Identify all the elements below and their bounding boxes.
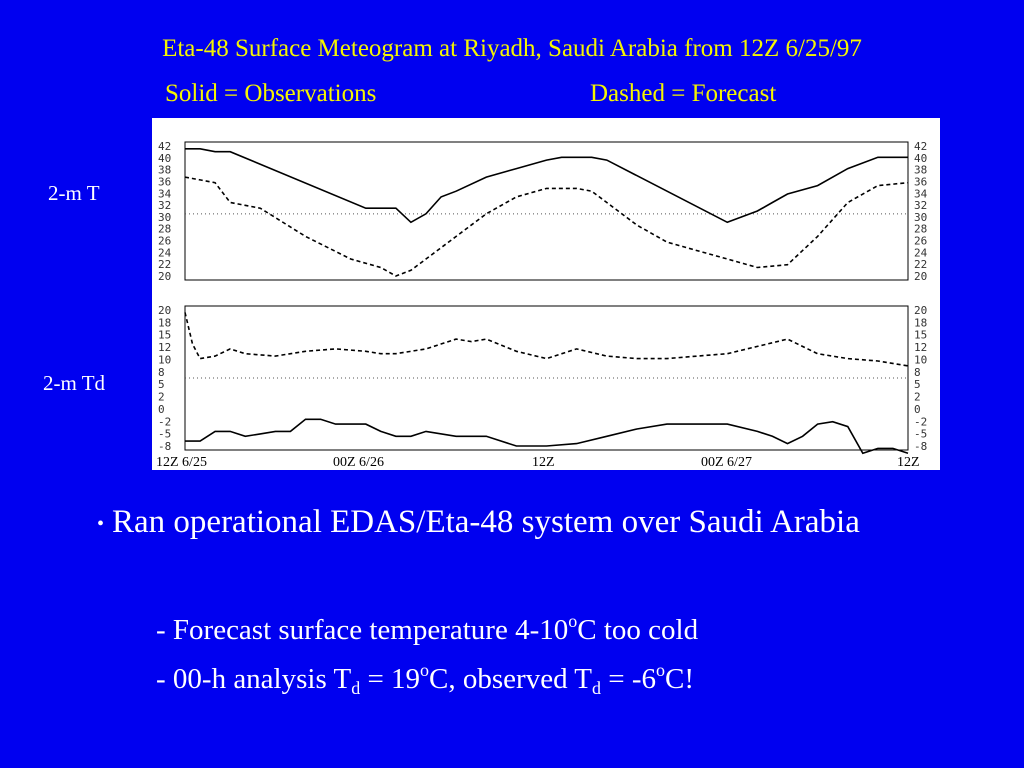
y-tick-label-left: 28	[158, 223, 171, 236]
y-tick-label-left: 34	[158, 187, 172, 200]
sub2-subscript: d	[351, 678, 361, 698]
y-tick-label-right: 24	[914, 246, 928, 259]
y-tick-label-right: 10	[914, 353, 927, 366]
y-tick-label-left: 10	[158, 353, 171, 366]
y-tick-label-right: 40	[914, 152, 927, 165]
y-tick-label-right: 5	[914, 378, 921, 391]
y-tick-label-left: 42	[158, 140, 171, 153]
y-tick-label-right: 8	[914, 366, 921, 379]
y-tick-label-left: 38	[158, 164, 171, 177]
y-tick-label-left: 36	[158, 175, 171, 188]
sub2-a: - 00-h analysis T	[156, 663, 352, 695]
plot-background	[152, 118, 940, 470]
y-tick-label-right: -5	[914, 428, 927, 441]
panel-label-dewpoint: 2-m Td	[43, 371, 106, 395]
y-tick-label-right: 22	[914, 258, 927, 271]
y-tick-label-right: 36	[914, 175, 927, 188]
y-tick-label-right: 2	[914, 391, 921, 404]
y-tick-label-left: -5	[158, 428, 171, 441]
bullet-sub-2: - 00-h analysis Td = 19oC, observed Td =…	[156, 653, 694, 705]
y-tick-label-right: 0	[914, 403, 921, 416]
y-tick-label-right: 20	[914, 304, 927, 317]
dewpoint-forecast-line	[184, 312, 909, 367]
y-tick-label-right: 26	[914, 235, 927, 248]
y-tick-label-left: -2	[158, 415, 171, 428]
bullet-main-text: Ran operational EDAS/Eta-48 system over …	[112, 504, 860, 540]
x-tick-label: 12Z	[532, 455, 555, 470]
y-tick-label-right: 42	[914, 140, 927, 153]
sub1-degree: o	[568, 611, 578, 631]
x-tick-label: 12Z	[897, 455, 920, 470]
y-tick-label-left: 15	[158, 329, 171, 342]
sub2-degree-2: o	[656, 660, 666, 680]
y-tick-label-right: 30	[914, 211, 927, 224]
y-tick-label-left: 5	[158, 378, 165, 391]
y-tick-label-left: 40	[158, 152, 171, 165]
y-tick-label-left: 32	[158, 199, 171, 212]
sub2-subscript-2: d	[592, 678, 602, 698]
y-tick-label-right: 34	[914, 187, 928, 200]
y-tick-label-left: 30	[158, 211, 171, 224]
bullet-sub-1: - Forecast surface temperature 4-10oC to…	[156, 604, 698, 647]
y-tick-label-right: 18	[914, 316, 927, 329]
temperature-observations-line	[185, 147, 908, 224]
y-tick-label-right: -2	[914, 415, 927, 428]
x-tick-label: 12Z 6/25	[156, 455, 207, 470]
sub1-tail: C too cold	[577, 614, 699, 646]
y-tick-label-right: 32	[914, 199, 927, 212]
sub1-text: - Forecast surface temperature 4-10	[156, 614, 569, 646]
y-tick-label-right: 28	[914, 223, 927, 236]
sub2-c: C, observed T	[429, 663, 593, 695]
y-tick-label-left: 18	[158, 316, 171, 329]
temperature-forecast-line	[184, 176, 909, 277]
y-tick-label-right: 38	[914, 164, 927, 177]
sub2-d: = -6	[601, 663, 657, 695]
sub2-degree: o	[420, 660, 430, 680]
bullet-dot-icon: •	[97, 513, 105, 536]
y-tick-label-left: -8	[158, 440, 171, 453]
bullet-main: • Ran operational EDAS/Eta-48 system over…	[97, 497, 860, 549]
slide-title: Eta-48 Surface Meteogram at Riyadh, Saud…	[162, 35, 862, 62]
sub2-b: = 19	[360, 663, 421, 695]
y-tick-label-left: 24	[158, 246, 172, 259]
y-tick-label-right: 20	[914, 270, 927, 283]
y-tick-label-left: 20	[158, 270, 171, 283]
y-tick-label-left: 12	[158, 341, 171, 354]
sub2-e: C!	[665, 663, 695, 695]
legend-dashed-label: Dashed = Forecast	[590, 80, 777, 107]
y-tick-label-right: 12	[914, 341, 927, 354]
legend-solid-label: Solid = Observations	[165, 80, 377, 107]
y-tick-label-left: 20	[158, 304, 171, 317]
y-tick-label-left: 8	[158, 366, 165, 379]
x-tick-labels: 12Z 6/25 00Z 6/26 12Z 00Z 6/27 12Z	[156, 455, 920, 470]
y-tick-label-left: 26	[158, 235, 171, 248]
temperature-frame	[184, 141, 909, 281]
x-tick-label: 00Z 6/26	[333, 455, 384, 470]
y-tick-label-left: 0	[158, 403, 165, 416]
dewpoint-observations-line	[185, 418, 909, 455]
y-tick-label-right: -8	[914, 440, 927, 453]
y-tick-label-left: 22	[158, 258, 171, 271]
panel-label-temperature: 2-m T	[48, 181, 100, 205]
y-tick-label-left: 2	[158, 391, 165, 404]
y-tick-label-right: 15	[914, 329, 927, 342]
x-tick-label: 00Z 6/27	[701, 455, 752, 470]
